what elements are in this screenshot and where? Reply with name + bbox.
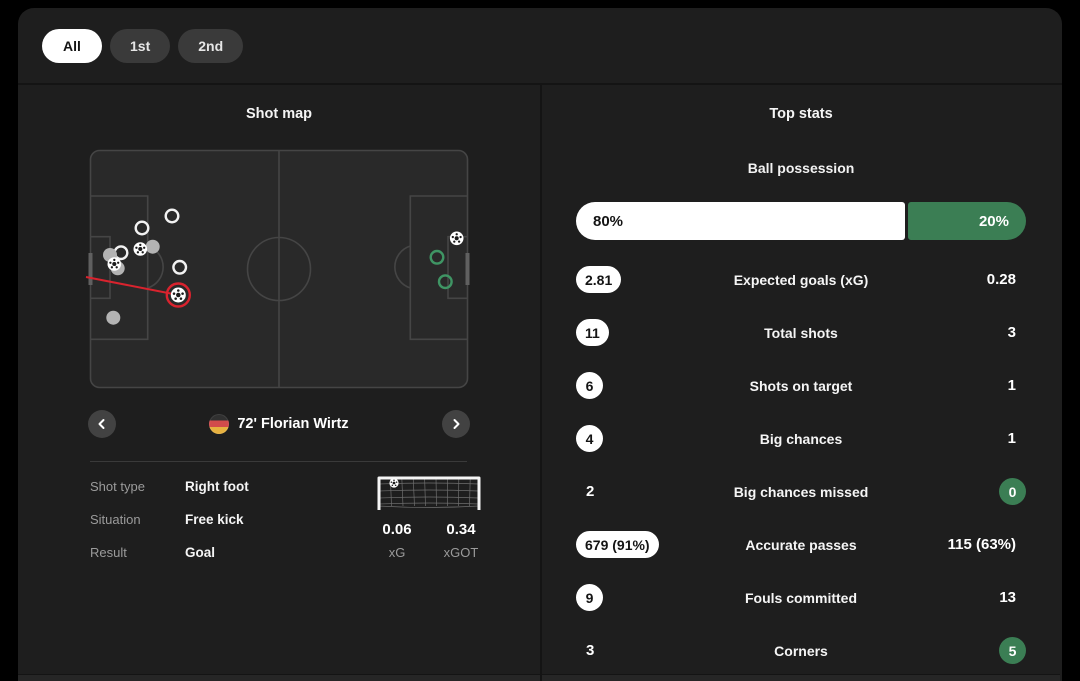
- home-value: 2: [586, 483, 595, 500]
- germany-flag-icon: [209, 414, 230, 434]
- home-value: 9: [576, 584, 603, 611]
- shot-navigation: 72' Florian Wirtz: [88, 402, 470, 446]
- away-value: 5: [999, 637, 1026, 664]
- shot-type-value: Right foot: [185, 479, 249, 494]
- result-value: Goal: [185, 545, 216, 560]
- prev-shot-button[interactable]: [88, 410, 116, 438]
- tab-2nd[interactable]: 2nd: [178, 28, 244, 63]
- stat-label: Big chances missed: [733, 483, 869, 500]
- possession-label: Ball possession: [747, 160, 855, 176]
- stat-row: 2 Big chances missed 0: [542, 465, 1060, 518]
- shot-xg-label: xG: [388, 545, 406, 560]
- match-stats-card: All 1st 2nd Shot map: [18, 8, 1062, 681]
- possession-away-segment: 20%: [908, 202, 1026, 240]
- shot-marker[interactable]: [437, 274, 453, 290]
- ball-in-goal-icon: [389, 478, 399, 488]
- home-value: 3: [586, 642, 595, 659]
- shot-details-divider: [90, 461, 467, 462]
- chevron-right-icon: [453, 419, 460, 429]
- shot-marker[interactable]: [133, 242, 148, 256]
- home-value: 4: [576, 425, 603, 452]
- situation-label: Situation: [90, 512, 141, 527]
- result-row: Result Goal: [90, 536, 249, 569]
- shot-xgot-value: 0.34: [446, 521, 476, 538]
- stat-row: 3 Corners 5: [542, 624, 1060, 677]
- away-value: 13: [999, 589, 1016, 606]
- stat-label: Big chances: [759, 430, 843, 447]
- stat-label: Total shots: [764, 324, 838, 341]
- shot-map-panel: Shot map: [18, 85, 540, 674]
- shot-type-row: Shot type Right foot: [90, 470, 249, 503]
- shot-trajectory-line: [85, 276, 179, 296]
- stat-label: Expected goals (xG): [733, 271, 869, 288]
- home-value: 11: [576, 319, 609, 346]
- shot-xgot-label: xGOT: [443, 545, 479, 560]
- shot-map-title: Shot map: [245, 106, 313, 122]
- shot-xgot: 0.34 xGOT: [437, 521, 485, 560]
- horizontal-divider: [18, 83, 1062, 85]
- result-label: Result: [90, 545, 127, 560]
- period-tabs: All 1st 2nd: [18, 8, 1062, 83]
- shot-marker[interactable]: [172, 259, 188, 275]
- stat-row: 679 (91%) Accurate passes 115 (63%): [542, 518, 1060, 571]
- shot-xg-value: 0.06: [382, 521, 412, 538]
- shot-marker[interactable]: [429, 249, 445, 265]
- away-value: 1: [1007, 430, 1016, 447]
- shot-marker[interactable]: [164, 208, 180, 224]
- stat-row: 4 Big chances 1: [542, 412, 1060, 465]
- stat-rows: 2.81 Expected goals (xG) 0.28 11 Total shots…: [542, 253, 1060, 677]
- shot-type-label: Shot type: [90, 479, 145, 494]
- away-value: 1: [1007, 377, 1016, 394]
- possession-bar: 80% 20%: [576, 202, 1026, 240]
- situation-value: Free kick: [185, 512, 244, 527]
- tab-1st[interactable]: 1st: [110, 28, 171, 63]
- stat-label: Fouls committed: [744, 589, 857, 606]
- stat-label: Accurate passes: [745, 536, 857, 553]
- possession-home-segment: 80%: [576, 202, 906, 240]
- shot-map-pitch: [85, 149, 470, 389]
- stat-label: Shots on target: [749, 377, 853, 394]
- stat-row: 2.81 Expected goals (xG) 0.28: [542, 253, 1060, 306]
- away-value: 115 (63%): [947, 536, 1016, 553]
- shot-details: Shot type Right foot Situation Free kick…: [90, 470, 485, 569]
- stat-row: 9 Fouls committed 13: [542, 571, 1060, 624]
- situation-row: Situation Free kick: [90, 503, 249, 536]
- goal-net-graphic: [377, 476, 481, 510]
- shot-marker[interactable]: [107, 257, 122, 271]
- chevron-left-icon: [98, 419, 105, 429]
- selected-shot-player: 72' Florian Wirtz: [209, 414, 349, 434]
- next-shot-button[interactable]: [442, 410, 470, 438]
- home-value: 679 (91%): [576, 531, 659, 558]
- selected-shot-marker[interactable]: [165, 282, 192, 308]
- shot-marker[interactable]: [449, 231, 464, 246]
- next-section-strip: [542, 674, 1060, 681]
- tab-all[interactable]: All: [42, 28, 102, 63]
- top-stats-title: Top stats: [769, 106, 833, 122]
- away-value: 3: [1007, 324, 1016, 341]
- away-value: 0: [999, 478, 1026, 505]
- shot-marker[interactable]: [134, 220, 150, 236]
- away-value: 0.28: [986, 271, 1016, 288]
- home-value: 2.81: [576, 266, 622, 293]
- shot-xg: 0.06 xG: [373, 521, 421, 560]
- goal-placement-view: 0.06 xG 0.34 xGOT: [373, 470, 485, 569]
- stat-label: Corners: [774, 642, 828, 659]
- stat-row: 6 Shots on target 1: [542, 359, 1060, 412]
- shot-marker[interactable]: [145, 239, 160, 254]
- top-stats-panel: Top stats Ball possession 80% 20% 2.81 Ex…: [542, 85, 1060, 674]
- stat-row: 11 Total shots 3: [542, 306, 1060, 359]
- next-section-strip: [18, 674, 540, 681]
- home-value: 6: [576, 372, 603, 399]
- shot-player-label: 72' Florian Wirtz: [237, 416, 349, 432]
- shot-marker[interactable]: [106, 310, 121, 325]
